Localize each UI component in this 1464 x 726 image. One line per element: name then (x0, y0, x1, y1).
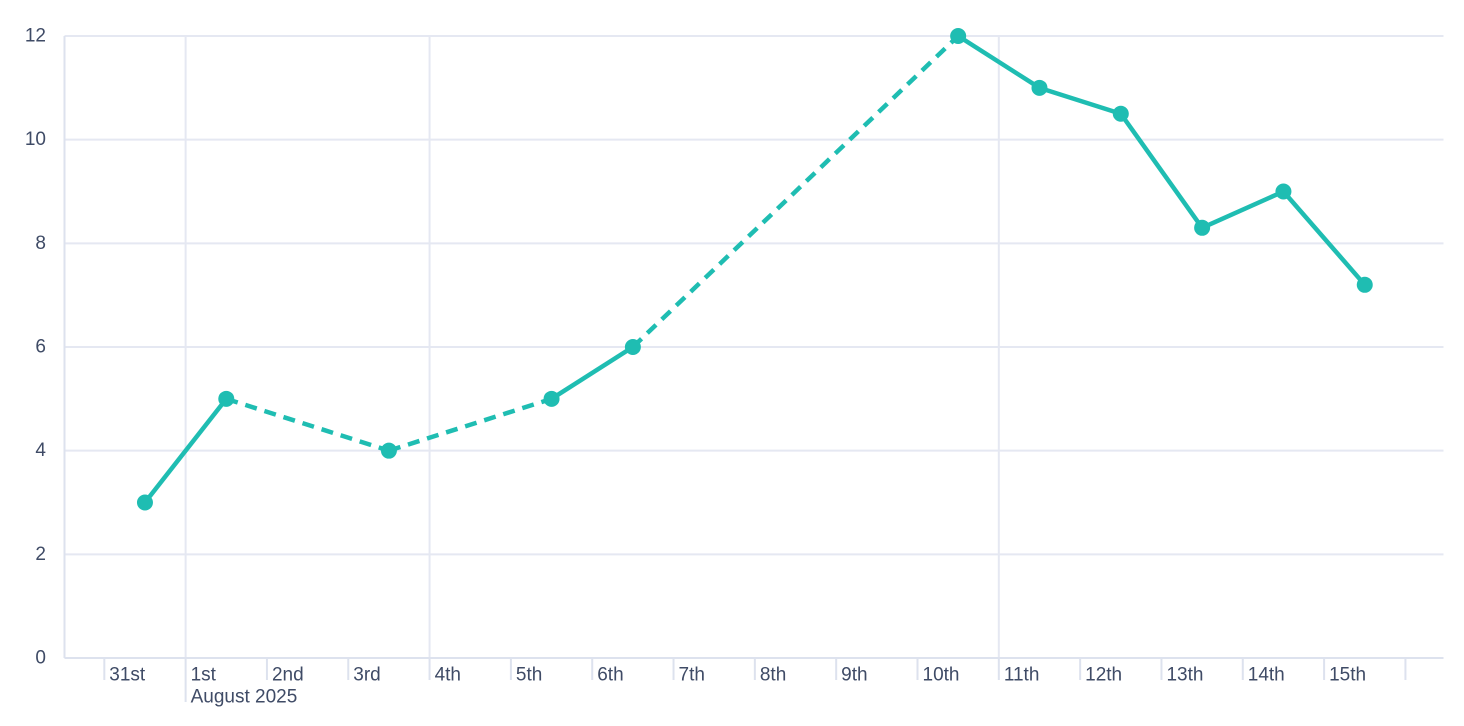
data-point-marker[interactable] (1031, 79, 1048, 96)
x-tick-label: 1st (191, 665, 217, 686)
x-tick-label: 4th (435, 665, 461, 686)
data-point-marker[interactable] (218, 390, 235, 407)
x-tick-label: 9th (841, 665, 867, 686)
series-segment-solid (1281, 190, 1367, 287)
series-segment-solid (143, 397, 229, 504)
data-point-marker[interactable] (136, 494, 153, 511)
x-tick-label: 5th (516, 665, 542, 686)
y-axis-label: 0 (35, 648, 46, 669)
series-segment-solid (956, 34, 1041, 90)
x-tick-label: 3rd (353, 665, 380, 686)
y-axis-label: 2 (35, 544, 46, 565)
y-axis-label: 4 (35, 440, 46, 461)
x-tick-label: 6th (597, 665, 623, 686)
y-axis-label: 12 (25, 26, 46, 47)
x-tick-label: 12th (1085, 665, 1122, 686)
x-tick-label: 14th (1248, 665, 1285, 686)
data-point-marker[interactable] (950, 28, 967, 44)
series-segment-solid (1118, 112, 1204, 230)
data-point-marker[interactable] (1356, 276, 1373, 293)
data-point-marker[interactable] (624, 339, 641, 355)
series-segment-solid (1038, 85, 1122, 116)
x-tick-label: 10th (923, 665, 960, 686)
data-point-marker[interactable] (1112, 105, 1129, 122)
y-axis-label: 6 (35, 337, 46, 358)
data-point-marker[interactable] (543, 390, 560, 407)
x-tick-label: 8th (760, 665, 786, 686)
data-point-marker[interactable] (1194, 219, 1211, 236)
x-tick-label: 13th (1166, 665, 1203, 686)
series-segment-dashed (388, 396, 553, 453)
series-segment-solid (1201, 189, 1285, 230)
series-segment-dashed (225, 396, 390, 453)
x-tick-label: 11th (1004, 665, 1040, 686)
series-segment-solid (550, 345, 635, 401)
data-point-marker[interactable] (1275, 183, 1292, 200)
series-segment-dashed (631, 34, 960, 349)
x-axis-month-label: August 2025 (191, 687, 298, 708)
x-tick-label: 7th (679, 665, 705, 686)
y-axis-label: 10 (25, 129, 46, 150)
data-point-marker[interactable] (380, 442, 397, 459)
x-tick-label: 31st (109, 665, 146, 686)
y-axis-label: 8 (35, 233, 46, 254)
x-tick-label: 15th (1329, 665, 1366, 686)
x-tick-label: 2nd (272, 665, 304, 686)
